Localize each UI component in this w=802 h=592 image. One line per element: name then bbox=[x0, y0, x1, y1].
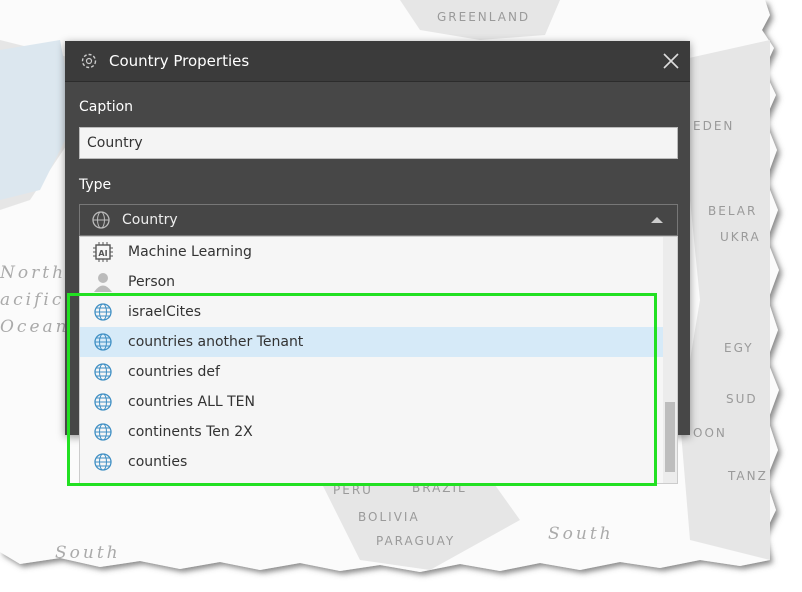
map-label: UKRA bbox=[720, 230, 761, 244]
dropdown-list: AI Machine Learning Person israelCites co… bbox=[79, 236, 678, 484]
gear-icon bbox=[81, 53, 97, 69]
list-item[interactable]: continents Ten 2X bbox=[80, 417, 664, 447]
item-label: countries def bbox=[128, 364, 220, 380]
list-item bbox=[80, 477, 664, 484]
ai-icon: AI bbox=[93, 242, 113, 262]
globe-icon bbox=[94, 393, 112, 411]
item-label: countries ALL TEN bbox=[128, 394, 255, 410]
type-label: Type bbox=[79, 177, 112, 193]
map-label: acific bbox=[0, 290, 64, 310]
item-label: Person bbox=[128, 274, 176, 290]
caption-input[interactable]: Country bbox=[79, 127, 678, 159]
globe-icon bbox=[94, 363, 112, 381]
item-label: Machine Learning bbox=[128, 244, 252, 260]
map-label: North bbox=[0, 263, 66, 283]
map-label: EGY bbox=[724, 341, 754, 355]
dialog-title: Country Properties bbox=[109, 52, 250, 70]
globe-icon bbox=[92, 481, 114, 484]
type-select[interactable]: Country bbox=[79, 204, 678, 236]
map-label: GREENLAND bbox=[437, 10, 530, 24]
person-icon bbox=[94, 273, 112, 292]
list-item[interactable]: AI Machine Learning bbox=[80, 237, 664, 267]
list-item[interactable]: countries def bbox=[80, 357, 664, 387]
map-label: TANZ bbox=[727, 469, 768, 483]
item-label: counties bbox=[128, 454, 188, 470]
map-label: OON bbox=[693, 426, 727, 440]
scroll-thumb[interactable] bbox=[665, 402, 675, 472]
scrollbar[interactable] bbox=[663, 237, 677, 483]
list-item[interactable]: counties bbox=[80, 447, 664, 477]
svg-text:AI: AI bbox=[98, 249, 107, 258]
list-item[interactable]: countries ALL TEN bbox=[80, 387, 664, 417]
item-label: continents Ten 2X bbox=[128, 424, 253, 440]
map-label: BOLIVIA bbox=[358, 510, 420, 524]
map-label: EDEN bbox=[693, 119, 734, 133]
item-label: countries another Tenant bbox=[128, 334, 304, 350]
globe-icon bbox=[94, 333, 112, 351]
landmass bbox=[0, 40, 75, 200]
globe-icon bbox=[94, 423, 112, 441]
list-item[interactable]: israelCites bbox=[80, 297, 664, 327]
globe-icon bbox=[94, 303, 112, 321]
globe-icon bbox=[94, 453, 112, 471]
map-label: PERU bbox=[333, 483, 373, 497]
map-label: South bbox=[55, 543, 121, 563]
map-label: BELAR bbox=[708, 204, 757, 218]
caret bbox=[651, 217, 663, 223]
map-label: SUD bbox=[726, 392, 758, 406]
close-button[interactable] bbox=[662, 52, 680, 70]
map-label: Ocean bbox=[0, 317, 70, 337]
item-label: israelCites bbox=[128, 304, 202, 320]
select-value: Country bbox=[122, 212, 178, 228]
dialog-header: Country Properties bbox=[65, 41, 690, 82]
map-label: South bbox=[548, 524, 614, 544]
list-item[interactable]: countries another Tenant bbox=[80, 327, 664, 357]
caption-label: Caption bbox=[79, 99, 134, 115]
list-item[interactable]: Person bbox=[80, 267, 664, 297]
globe-icon bbox=[92, 211, 110, 229]
map-label: PARAGUAY bbox=[376, 534, 455, 548]
